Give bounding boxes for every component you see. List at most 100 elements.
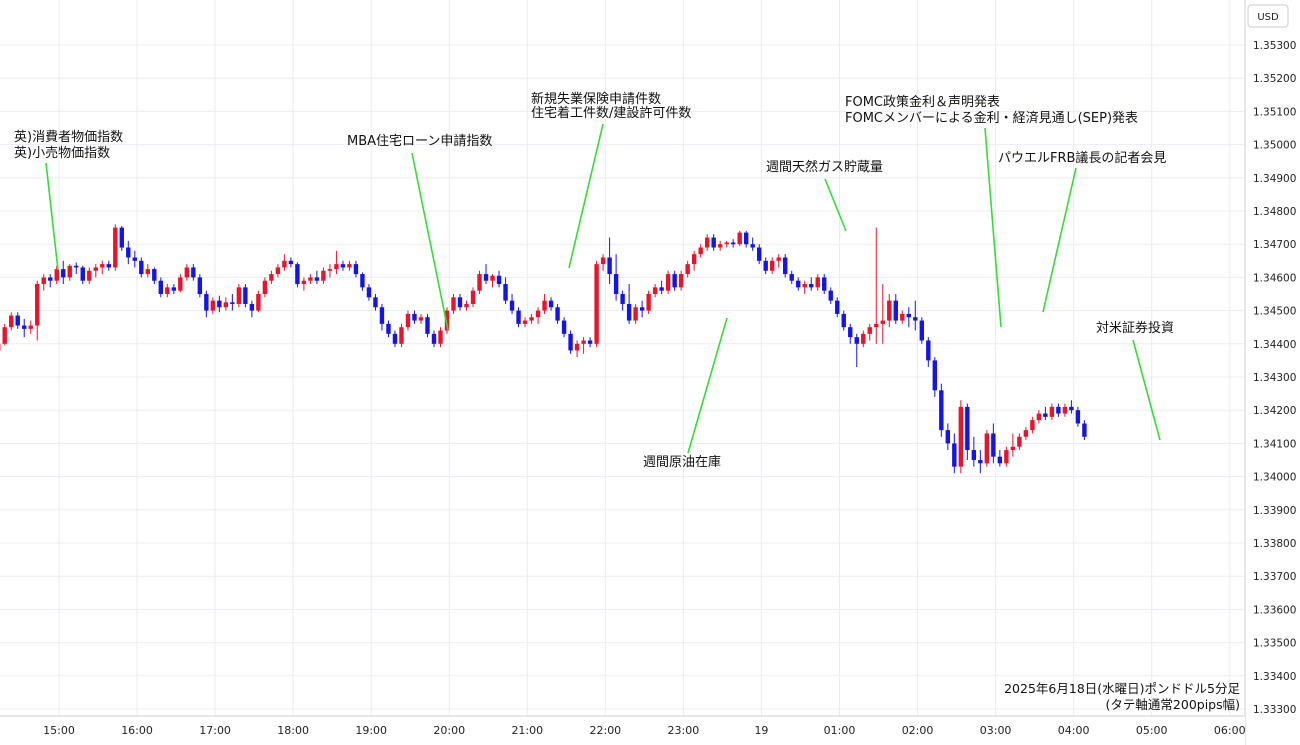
time-tick-label: 05:00 [1136,724,1168,737]
candle-down [743,230,749,248]
candle-down [217,295,222,313]
candle-body [152,269,157,281]
candle-down [991,423,996,464]
candle-down [952,433,957,474]
candle-up [399,323,404,348]
candle-body [672,274,677,288]
candle-up [282,254,287,271]
candle-down [132,250,137,268]
price-axis-ticks: 1.35300 1.35200 1.35100 1.35000 1.34900 1.348… [1253,40,1296,716]
candle-body [1004,450,1009,464]
candle-body [542,300,547,311]
candle-body [399,327,404,344]
candle-up [815,274,820,291]
candle-up [145,264,151,278]
candle-up [210,297,216,314]
candle-up [594,260,599,348]
candle-body [379,307,385,324]
candle-up [113,224,118,271]
candle-body [1069,406,1074,411]
candle-body [633,307,638,321]
time-axis-panel [0,716,1245,745]
currency-label: USD [1257,12,1279,23]
candle-down [854,333,859,368]
candle-down [926,337,931,368]
candle-body [926,340,931,361]
price-tick-label: 1.33800 [1253,538,1296,550]
candle-body [783,257,788,275]
candle-up [776,254,781,268]
candle-down [15,312,20,329]
candle-down [425,313,430,338]
annotation: 対米証券投資 [1096,320,1174,441]
time-tick-label: 16:00 [121,724,153,737]
candle-body [22,325,27,329]
candle-down [965,403,970,460]
annotation-text: 対米証券投資 [1096,320,1174,336]
candle-body [353,264,359,275]
annotation: パウエルFRB議長の記者会見 [998,150,1166,313]
candle-body [730,242,736,245]
candle-body [321,270,326,281]
candle-body [756,247,762,261]
candle-up [867,323,872,341]
candle-down [763,257,768,275]
time-tick-label: 06:00 [1214,724,1246,737]
annotation-leader-line [824,178,847,232]
candle-body [171,287,177,291]
candle-body [789,274,794,281]
candle-body [900,313,905,321]
candle-up [802,280,807,294]
annotation-text: FOMCメンバーによる金利・経済見通し(SEP)発表 [845,110,1138,126]
candle-body [132,257,137,261]
candle-body [958,406,964,467]
candle-body [691,254,697,265]
time-tick-label: 19:00 [355,724,387,737]
candle-down [835,297,840,318]
candle-down [672,270,677,291]
candle-body [262,280,268,294]
candle-body [522,320,528,324]
annotation-leader-line [1132,339,1161,441]
time-tick-label: 02:00 [902,724,934,737]
candle-down [848,323,853,344]
time-tick-label: 22:00 [589,724,621,737]
price-tick-label: 1.33500 [1253,638,1296,650]
candle-body [412,313,417,321]
candle-body [906,313,911,318]
currency-badge [1247,4,1289,28]
candle-up [308,274,313,285]
candle-up [275,264,281,278]
candle-body [301,280,307,285]
candle-down [796,277,801,291]
candle-body [269,274,274,281]
candle-body [835,300,840,314]
candle-body [451,297,456,311]
candle-body [893,300,898,321]
price-tick-label: 1.33600 [1253,604,1296,616]
candle-down [457,294,463,311]
candle-up [184,264,190,281]
candle-down [171,284,177,294]
candle-body [295,264,300,285]
candle-down [626,284,632,324]
candle-up [900,310,905,324]
candle-up [301,277,307,291]
candle-body [386,323,391,334]
candle-body [464,303,469,308]
candle-up [256,290,261,313]
candle-up [724,240,729,248]
candle-down [509,294,515,314]
candle-up [652,284,658,298]
candle-up [470,287,476,308]
candle-down [613,254,619,301]
annotation-text: 住宅着工件数/建設許可件数 [531,105,691,121]
candle-body [867,327,872,334]
candle-body [191,267,196,278]
candle-body [932,360,938,391]
candle-body [685,264,690,275]
candle-down [783,254,788,278]
candle-down [243,284,248,308]
candle-down [373,294,378,311]
